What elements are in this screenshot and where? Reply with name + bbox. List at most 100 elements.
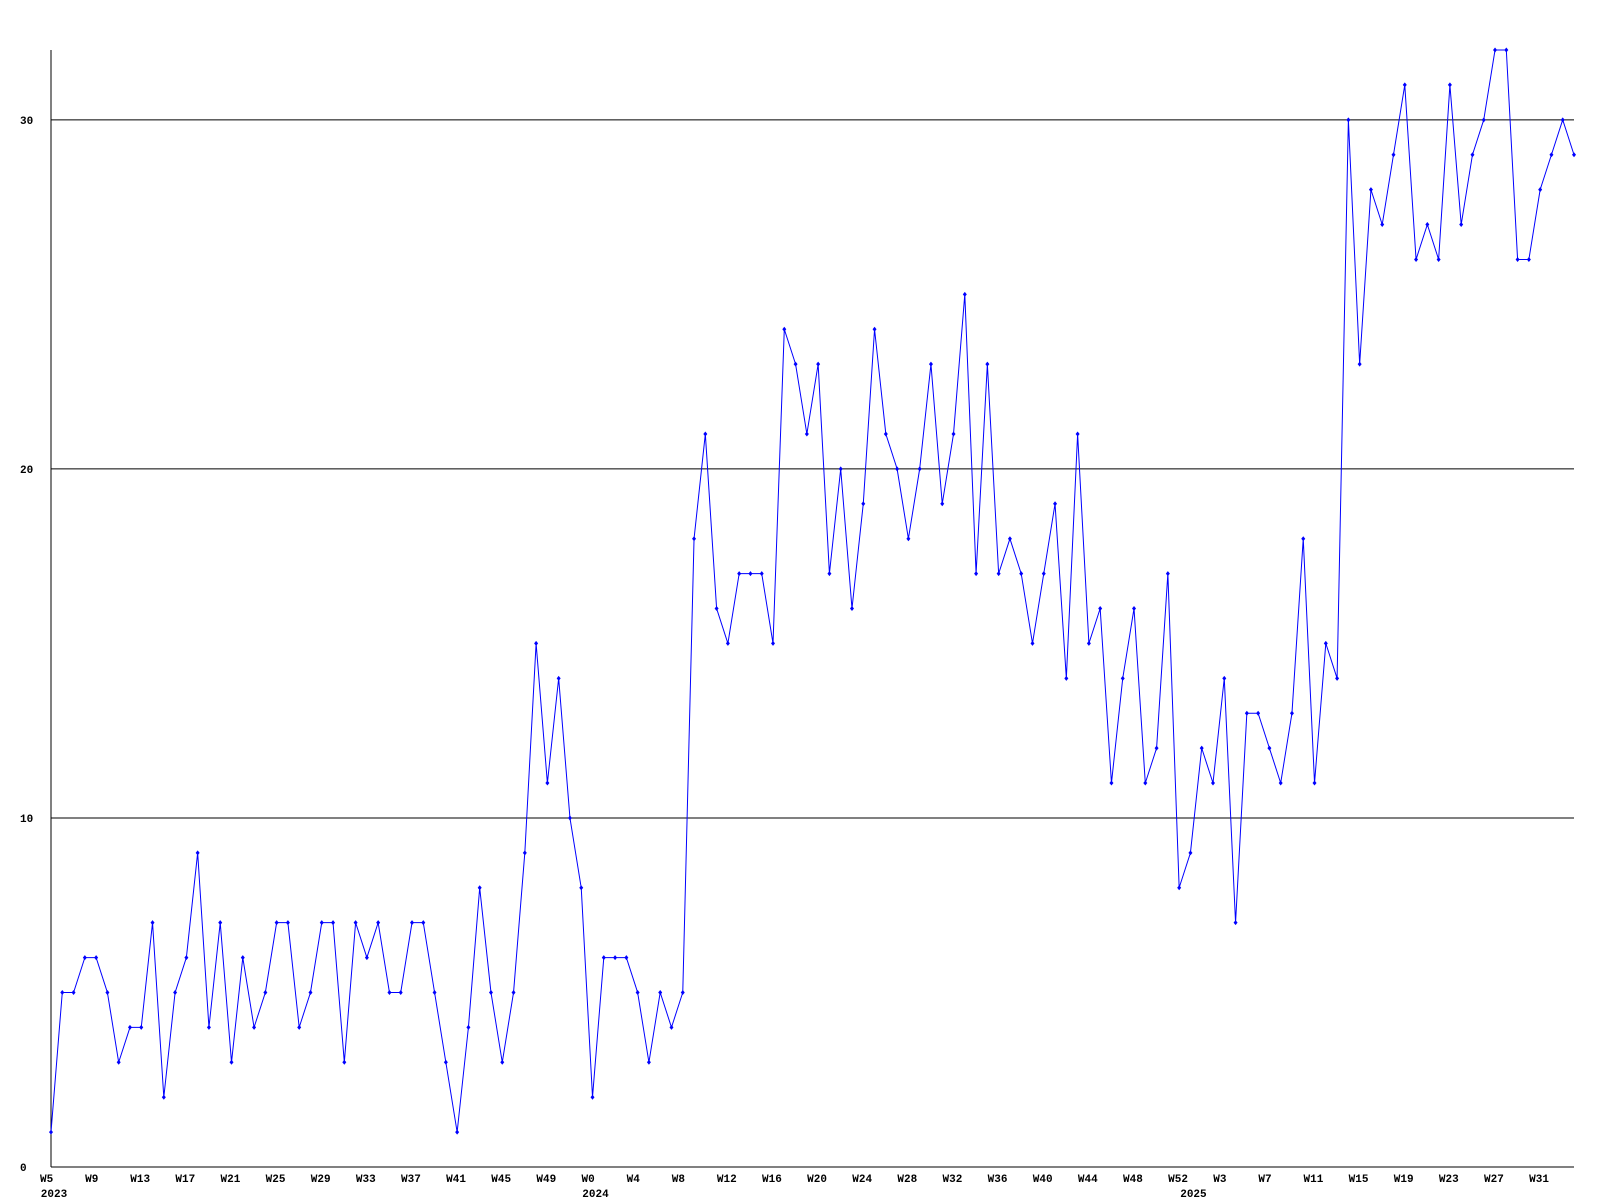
point-marker: [714, 606, 719, 611]
point-marker: [1233, 920, 1238, 926]
point-marker: [1357, 361, 1362, 367]
year-label: 2025: [1180, 1189, 1207, 1200]
point-marker: [1143, 780, 1148, 786]
point-marker: [297, 1024, 302, 1030]
point-marker: [849, 606, 854, 611]
point-marker: [872, 326, 877, 332]
point-marker: [1120, 675, 1125, 681]
x-tick-label: W0: [582, 1174, 595, 1186]
x-tick-label: W37: [401, 1174, 421, 1186]
point-marker: [1538, 187, 1543, 193]
point-marker: [1447, 82, 1452, 88]
point-marker: [1256, 710, 1261, 716]
x-tick-label: W41: [446, 1174, 466, 1186]
x-tick-label: W48: [1123, 1174, 1143, 1186]
point-marker: [477, 885, 482, 891]
point-marker: [353, 920, 358, 926]
year-label: 2024: [582, 1189, 609, 1200]
point-marker: [1526, 256, 1531, 262]
point-marker: [928, 361, 933, 367]
point-marker: [771, 640, 776, 646]
point-marker: [917, 466, 922, 472]
point-marker: [1459, 222, 1464, 228]
point-marker: [1199, 745, 1204, 751]
point-marker: [759, 571, 764, 577]
point-marker: [1391, 152, 1396, 158]
point-marker: [1289, 710, 1294, 716]
point-marker: [263, 989, 268, 995]
point-marker: [793, 361, 798, 367]
point-marker: [49, 1129, 53, 1135]
x-tick-label: W44: [1078, 1174, 1098, 1186]
y-tick-label: 10: [20, 814, 33, 826]
x-tick-label: W40: [1033, 1174, 1053, 1186]
point-marker: [1244, 710, 1249, 716]
point-marker: [511, 989, 516, 995]
point-marker: [184, 955, 189, 961]
point-marker: [940, 501, 945, 507]
point-marker: [985, 361, 990, 367]
point-marker: [1109, 780, 1114, 786]
x-tick-label: W23: [1439, 1174, 1459, 1186]
point-marker: [274, 920, 279, 926]
point-marker: [1572, 152, 1576, 158]
y-tick-label: 30: [20, 116, 33, 128]
point-marker: [105, 989, 110, 995]
point-marker: [443, 1059, 448, 1065]
x-tick-label: W27: [1484, 1174, 1504, 1186]
point-marker: [206, 1024, 211, 1030]
x-tick-label: W31: [1529, 1174, 1549, 1186]
point-marker: [319, 920, 324, 926]
point-marker: [455, 1129, 460, 1135]
point-marker: [974, 571, 979, 577]
point-marker: [895, 466, 900, 472]
point-marker: [1064, 675, 1069, 681]
point-marker: [488, 989, 493, 995]
point-marker: [285, 920, 290, 926]
x-tick-label: W45: [491, 1174, 511, 1186]
point-marker: [658, 989, 663, 995]
point-marker: [748, 571, 753, 577]
point-marker: [500, 1059, 505, 1065]
point-marker: [252, 1024, 257, 1030]
y-tick-label: 20: [20, 465, 33, 477]
point-marker: [82, 955, 87, 961]
point-marker: [522, 850, 527, 856]
point-marker: [1007, 536, 1012, 542]
point-marker: [601, 955, 606, 961]
point-marker: [1414, 256, 1419, 262]
point-marker: [331, 920, 336, 926]
point-marker: [1222, 675, 1227, 681]
point-marker: [218, 920, 223, 926]
x-tick-label: W21: [221, 1174, 241, 1186]
point-marker: [161, 1094, 166, 1100]
x-tick-label: W28: [897, 1174, 917, 1186]
point-marker: [906, 536, 911, 542]
point-marker: [861, 501, 866, 507]
point-marker: [240, 955, 245, 961]
point-marker: [567, 815, 572, 821]
point-marker: [1154, 745, 1159, 751]
point-marker: [1132, 606, 1137, 611]
point-marker: [579, 885, 584, 891]
point-marker: [364, 955, 369, 961]
point-marker: [1323, 640, 1328, 646]
x-tick-label: W25: [266, 1174, 286, 1186]
year-label: 2023: [41, 1189, 68, 1200]
x-tick-label: W7: [1258, 1174, 1271, 1186]
point-marker: [1560, 117, 1565, 123]
x-tick-label: W33: [356, 1174, 376, 1186]
point-marker: [71, 989, 76, 995]
point-marker: [737, 571, 742, 577]
point-marker: [883, 431, 888, 437]
point-marker: [1210, 780, 1215, 786]
point-marker: [421, 920, 426, 926]
y-tick-label: 0: [20, 1163, 27, 1175]
point-marker: [725, 640, 730, 646]
point-marker: [410, 920, 415, 926]
point-marker: [150, 920, 155, 926]
x-tick-label: W19: [1394, 1174, 1414, 1186]
point-marker: [1425, 222, 1430, 228]
